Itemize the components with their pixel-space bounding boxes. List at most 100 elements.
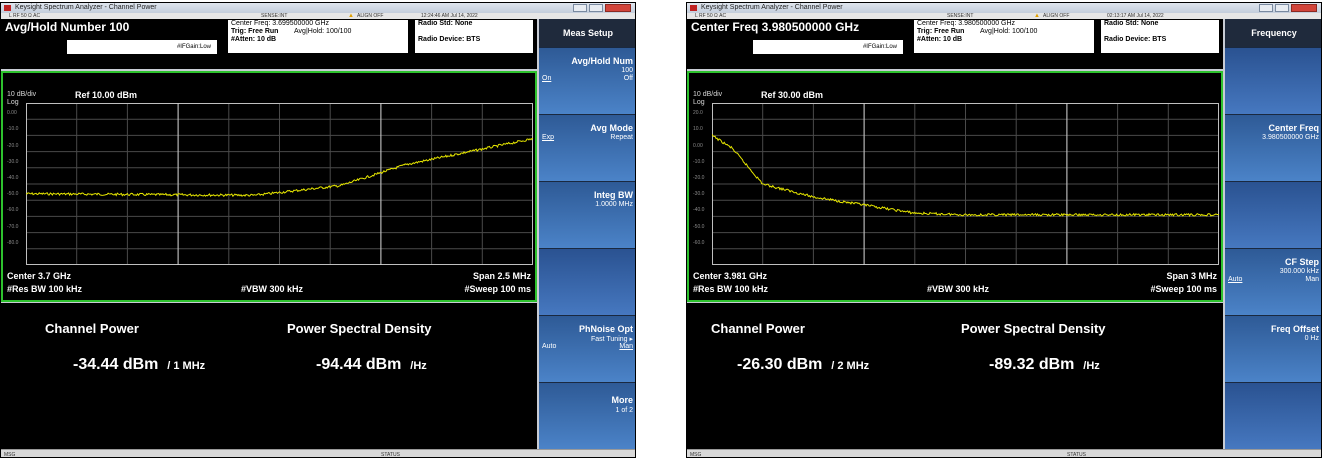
softkey-label: Freq Offset	[1270, 324, 1319, 334]
y-tick-label: 0.00	[693, 142, 703, 149]
sweep-label: #Sweep 100 ms	[1150, 284, 1217, 294]
trigger-arrow-icon: →	[204, 41, 211, 48]
softkey-value: 0 Hz	[1304, 335, 1319, 342]
softkey-phnoise-opt[interactable]: PhNoise Opt Fast Tuning ▸ Auto Man	[539, 315, 635, 382]
results-area: Channel Power Power Spectral Density -26…	[687, 303, 1223, 449]
softkey-blank[interactable]	[1225, 47, 1321, 114]
softkey-avg-mode[interactable]: Avg Mode Exp Repeat	[539, 114, 635, 181]
close-button[interactable]	[1291, 4, 1317, 12]
y-tick-label: -40.0	[693, 207, 705, 214]
scale-label: 10 dB/div	[7, 91, 37, 98]
warning-icon: ▲	[1034, 13, 1040, 19]
align-status: ALIGN OFF	[1043, 13, 1070, 19]
softkey-option-off: Off	[623, 75, 633, 82]
span-label: Span 3 MHz	[1166, 271, 1217, 281]
ifgain-box: #IFGain:Low	[67, 40, 217, 54]
softkey-option-repeat: Repeat	[610, 134, 633, 141]
ifgain-label: #IFGain:Low	[176, 44, 211, 50]
softkey-center-freq[interactable]: Center Freq 3.980500000 GHz	[1225, 114, 1321, 181]
vbw-label: #VBW 300 kHz	[241, 284, 304, 294]
softkey-label: Center Freq	[1268, 123, 1319, 133]
channel-power-heading: Channel Power	[711, 321, 805, 336]
measurement-settings: Center Freq: 3.980500000 GHz Trig: Free …	[914, 20, 1094, 53]
softkey-freq-offset[interactable]: Freq Offset 0 Hz	[1225, 315, 1321, 382]
softkey-page: 1 of 2	[615, 407, 633, 414]
analyzer-window-left: Keysight Spectrum Analyzer - Channel Pow…	[0, 2, 636, 458]
message-bar: MSG STATUS	[687, 449, 1321, 458]
minimize-button[interactable]	[1259, 4, 1273, 12]
center-label: Center 3.981 GHz	[693, 271, 768, 281]
trigger-setting: Trig: Free Run Avg|Hold: 100/100	[917, 28, 1038, 35]
vbw-label: #VBW 300 kHz	[927, 284, 990, 294]
softkey-blank[interactable]	[1225, 181, 1321, 248]
y-tick-label: -50.0	[693, 223, 705, 230]
res-bw-label: #Res BW 100 kHz	[693, 284, 769, 294]
center-label: Center 3.7 GHz	[7, 271, 72, 281]
window-title-bar: Keysight Spectrum Analyzer - Channel Pow…	[687, 3, 1321, 13]
status-label: STATUS	[1067, 452, 1086, 458]
softkey-value: 1.0000 MHz	[595, 201, 633, 208]
results-area: Channel Power Power Spectral Density -34…	[1, 303, 537, 449]
y-tick-label: -60.0	[7, 207, 19, 214]
softkey-more[interactable]: More 1 of 2	[539, 382, 635, 449]
y-tick-label: -30.0	[7, 158, 19, 165]
graticule-border	[712, 103, 1219, 265]
y-tick-label: 20.0	[693, 110, 703, 117]
trigger-setting: Trig: Free Run Avg|Hold: 100/100	[231, 28, 352, 35]
window-title: Keysight Spectrum Analyzer - Channel Pow…	[701, 4, 843, 11]
close-button[interactable]	[605, 4, 631, 12]
softkey-blank[interactable]	[1225, 382, 1321, 449]
radio-settings: Radio Std: None Radio Device: BTS	[415, 20, 533, 53]
softkey-option-man: Man	[1305, 276, 1319, 283]
measurement-settings: Center Freq: 3.699500000 GHz Trig: Free …	[228, 20, 408, 53]
span-label: Span 2.5 MHz	[472, 271, 531, 281]
input-ports: L RF 50 Ω AC	[695, 13, 727, 19]
spectrum-trace	[26, 137, 533, 198]
softkey-label: Avg Mode	[590, 123, 633, 133]
y-tick-label: 0.00	[7, 110, 17, 117]
channel-power-unit: / 2 MHz	[831, 360, 870, 372]
status-strip: L RF 50 Ω AC SENSE:INT ▲ ALIGN OFF 02:13…	[687, 13, 1321, 19]
softkey-avg-hold-num[interactable]: Avg/Hold Num 100 On Off	[539, 47, 635, 114]
softkey-option-on: On	[542, 75, 552, 82]
atten-setting: #Atten: 10 dB	[231, 36, 277, 43]
spectrum-graph[interactable]: 10 dB/div Ref 30.00 dBm Log 20.0 10.0 0.00…	[687, 71, 1223, 302]
ifgain-box: #IFGain:Low	[753, 40, 903, 54]
active-function-bar: Center Freq 3.980500000 GHz #IFGain:Low …	[687, 19, 1223, 69]
minimize-button[interactable]	[573, 4, 587, 12]
radio-device: Radio Device: BTS	[418, 36, 481, 43]
y-tick-label: -20.0	[693, 175, 705, 181]
spectrum-graph[interactable]: 10 dB/div Ref 10.00 dBm Log 0.00 -10.0 -20…	[1, 71, 537, 302]
y-tick-label: -60.0	[693, 239, 705, 246]
scale-label: 10 dB/div	[693, 91, 723, 98]
softkey-menu-title: Frequency	[1251, 28, 1297, 38]
softkey-integ-bw[interactable]: Integ BW 1.0000 MHz	[539, 181, 635, 248]
app-icon	[690, 5, 697, 11]
window-title: Keysight Spectrum Analyzer - Channel Pow…	[15, 4, 157, 11]
avg-hold-setting: Avg|Hold: 100/100	[294, 28, 352, 35]
y-tick-label: 10.0	[693, 126, 703, 133]
y-tick-label: -20.0	[7, 142, 19, 149]
softkey-panel: Meas Setup Avg/Hold Num 100 On Off Avg M…	[539, 19, 635, 449]
maximize-button[interactable]	[1275, 4, 1289, 12]
psd-result: -94.44 dBm /Hz	[316, 356, 427, 373]
res-bw-label: #Res BW 100 kHz	[7, 284, 83, 294]
softkey-value: 3.980500000 GHz	[1262, 134, 1319, 141]
log-label: Log	[693, 99, 705, 106]
ref-level: Ref 30.00 dBm	[761, 90, 824, 100]
maximize-button[interactable]	[589, 4, 603, 12]
window-title-bar: Keysight Spectrum Analyzer - Channel Pow…	[1, 3, 635, 13]
spectrum-plot	[712, 103, 1219, 265]
softkey-blank[interactable]	[539, 248, 635, 315]
softkey-menu-title: Meas Setup	[562, 28, 613, 38]
y-tick-label: -80.0	[7, 239, 19, 246]
radio-std: Radio Std: None	[418, 20, 473, 27]
channel-power-result: -34.44 dBm / 1 MHz	[73, 356, 206, 373]
y-tick-label: -40.0	[7, 175, 19, 181]
softkey-cf-step[interactable]: CF Step 300.000 kHz Auto Man	[1225, 248, 1321, 315]
softkey-value: Fast Tuning ▸	[590, 336, 633, 343]
y-tick-label: -50.0	[7, 191, 19, 198]
input-ports: L RF 50 Ω AC	[9, 13, 41, 19]
log-label: Log	[7, 99, 19, 106]
